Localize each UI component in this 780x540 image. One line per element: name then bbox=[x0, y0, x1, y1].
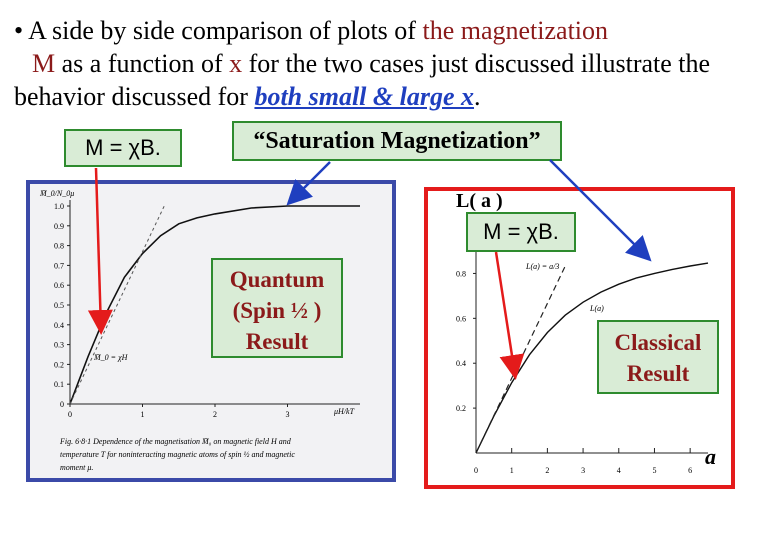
term-x: x bbox=[229, 49, 243, 78]
bullet-prefix: • A side by side comparison of plots of bbox=[14, 16, 423, 45]
quantum-line-2: (Spin ½ ) bbox=[232, 298, 322, 323]
quantum-x-tick-label: 1 bbox=[141, 410, 145, 419]
classical-line-2: Result bbox=[626, 361, 690, 386]
quantum-y-tick-label: 0.9 bbox=[54, 222, 64, 231]
quantum-y-tick-label: 0.1 bbox=[54, 380, 64, 389]
quantum-x-tick-label: 3 bbox=[286, 410, 290, 419]
quantum-x-tick-label: 2 bbox=[213, 410, 217, 419]
quantum-y-tick-label: 0.5 bbox=[54, 301, 64, 310]
quantum-y-tick-label: 0.3 bbox=[54, 341, 64, 350]
caption-line-1: Fig. 6·8·1 Dependence of the magnetisati… bbox=[59, 437, 292, 446]
classical-y-tick-label: 0.2 bbox=[456, 404, 466, 413]
quantum-y-tick-label: 0.4 bbox=[54, 321, 64, 330]
classical-y-tick-label: 0.8 bbox=[456, 269, 466, 278]
caption-line-2: temperature T for noninteracting magneti… bbox=[60, 450, 295, 459]
classical-y-tick-label: 0.4 bbox=[456, 359, 466, 368]
quantum-y-tick-label: 0.2 bbox=[54, 360, 64, 369]
m-chi-b-label-right: M = χB. bbox=[466, 212, 576, 252]
m-chi-b-label-left: M = χB. bbox=[64, 129, 182, 167]
quantum-y-tick-label: 0.7 bbox=[54, 261, 64, 270]
quantum-linear-asymptote bbox=[69, 205, 165, 405]
term-small-large: both small & large x bbox=[254, 82, 475, 111]
bullet-suffix: . bbox=[474, 82, 481, 111]
quantum-x-tick-label: 0 bbox=[68, 410, 72, 419]
classical-y-tick-label: 0.6 bbox=[456, 314, 466, 323]
bullet-mid1: as a function of bbox=[55, 49, 230, 78]
arrow-saturation-right bbox=[549, 159, 652, 262]
classical-x-tick-label: 1 bbox=[510, 466, 514, 475]
bullet-text: • A side by side comparison of plots of … bbox=[14, 14, 774, 113]
quantum-y-tick-label: 0.8 bbox=[54, 242, 64, 251]
quantum-y-tick-label: 0.6 bbox=[54, 281, 64, 290]
classical-x-tick-label: 0 bbox=[474, 466, 478, 475]
a-axis-label: a bbox=[705, 444, 716, 469]
classical-result-label: Classical Result bbox=[597, 320, 719, 394]
arrow-m-chi-b-left bbox=[87, 167, 113, 335]
classical-line-1: Classical bbox=[614, 330, 702, 355]
caption-line-3: moment μ. bbox=[60, 463, 93, 472]
saturation-label: “Saturation Magnetization” bbox=[232, 121, 562, 161]
quantum-line-3: Result bbox=[245, 329, 309, 354]
arrow-m-chi-b-right bbox=[494, 251, 525, 380]
term-m: M bbox=[32, 49, 56, 78]
classical-x-tick-label: 6 bbox=[688, 466, 692, 475]
bullet-mid2: for the two cases just discussed illustr… bbox=[14, 49, 711, 111]
series-label-la: L(a) bbox=[589, 304, 604, 313]
classical-x-tick-label: 5 bbox=[652, 466, 656, 475]
classical-x-tick-label: 2 bbox=[545, 466, 549, 475]
quantum-result-label: Quantum (Spin ½ ) Result bbox=[211, 258, 343, 358]
quantum-annotation: M̄_0 = χH bbox=[93, 353, 129, 362]
series-label-a-over-3: L(a) = a/3 bbox=[525, 262, 559, 271]
arrow-saturation-left bbox=[286, 161, 331, 206]
quantum-ylabel: M̄_0/N_0μ bbox=[39, 189, 74, 198]
l-of-a-label: L( a ) bbox=[456, 190, 503, 212]
term-magnetization: the magnetization bbox=[422, 16, 609, 45]
quantum-xlabel: μH/kT bbox=[333, 407, 355, 416]
classical-x-tick-label: 4 bbox=[617, 466, 621, 475]
quantum-line-1: Quantum bbox=[229, 267, 325, 292]
quantum-y-tick-label: 0 bbox=[60, 400, 64, 409]
quantum-y-tick-label: 1.0 bbox=[54, 202, 64, 211]
classical-x-tick-label: 3 bbox=[581, 466, 585, 475]
